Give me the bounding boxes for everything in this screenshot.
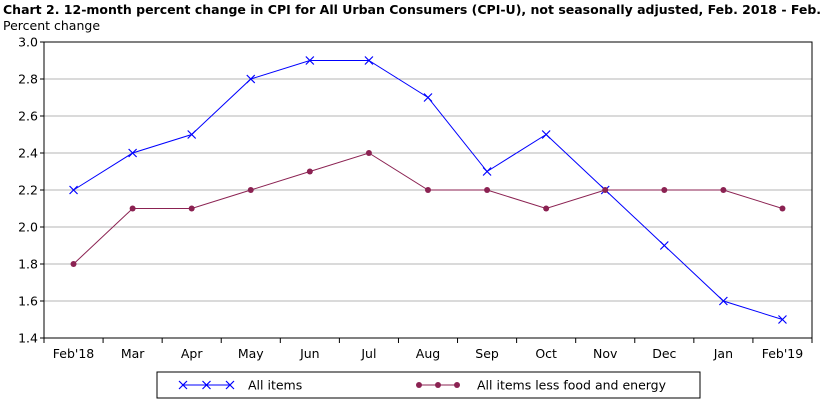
- y-axis-label: Percent change: [3, 18, 101, 33]
- x-tick-label: Aug: [416, 346, 440, 361]
- x-tick-label: Oct: [535, 346, 557, 361]
- legend-marker: [435, 382, 441, 388]
- legend-item-all-items-less-food-and-energy: All items less food and energy: [416, 378, 667, 393]
- data-point: [246, 74, 256, 84]
- data-point: [661, 187, 668, 193]
- data-point: [425, 187, 431, 193]
- y-tick-label: 1.4: [18, 331, 38, 346]
- data-point: [659, 241, 669, 250]
- legend-item-all-items: All items: [178, 378, 302, 393]
- y-axis-ticks: 1.4 1.6 1.8 2.0 2.2 2.4 2.6 2.8 3.0: [18, 35, 44, 346]
- legend-label: All items less food and energy: [477, 378, 667, 393]
- x-tick-label: Dec: [652, 346, 676, 361]
- y-tick-label: 3.0: [18, 35, 38, 50]
- legend-marker: [225, 380, 235, 390]
- data-point: [188, 205, 195, 212]
- data-series: [69, 56, 787, 324]
- y-tick-label: 2.8: [18, 72, 38, 87]
- plot-frame: [43, 41, 813, 339]
- series-line-all-items-less-food-and-energy: [73, 152, 783, 265]
- data-point: [720, 187, 727, 193]
- x-tick-label: Nov: [593, 346, 618, 361]
- x-axis-ticks: Feb'18 Mar Apr May Jun Jul Aug Sep Oct Nov Dec Jan F…: [43, 338, 813, 361]
- data-point: [482, 167, 492, 176]
- data-point: [247, 187, 254, 193]
- data-point: [129, 205, 136, 212]
- y-tick-label: 2.6: [18, 109, 38, 124]
- data-point: [364, 56, 374, 65]
- data-point: [365, 150, 372, 156]
- data-point: [187, 130, 197, 139]
- x-tick-label: Feb'19: [762, 346, 804, 361]
- x-tick-label: Jun: [299, 346, 320, 361]
- legend-marker: [178, 380, 188, 390]
- legend-marker: [454, 382, 460, 388]
- x-tick-label: Feb'18: [53, 346, 95, 361]
- data-point: [718, 296, 728, 306]
- data-point: [779, 205, 786, 212]
- data-point: [484, 187, 491, 193]
- y-tick-label: 1.8: [18, 257, 38, 272]
- legend-marker: [202, 380, 211, 390]
- series-all-items: [69, 56, 787, 324]
- y-tick-label: 1.6: [18, 294, 38, 309]
- x-tick-label: Mar: [121, 346, 145, 361]
- y-tick-label: 2.0: [18, 220, 38, 235]
- legend-label: All items: [248, 378, 302, 393]
- series-all-items-less-food-and-energy: [70, 150, 786, 267]
- data-point: [305, 56, 315, 65]
- data-point: [306, 168, 313, 175]
- legend: All items All items less food and energy: [156, 371, 701, 399]
- data-point: [70, 261, 77, 267]
- y-tick-label: 2.4: [18, 146, 38, 161]
- legend-marker: [416, 382, 422, 388]
- x-tick-label: Apr: [181, 346, 203, 361]
- data-point: [69, 185, 78, 195]
- data-point: [423, 93, 433, 102]
- x-tick-label: May: [238, 346, 264, 361]
- x-tick-label: Jul: [360, 346, 376, 361]
- data-point: [543, 205, 550, 212]
- data-point: [541, 130, 551, 139]
- data-point: [128, 148, 138, 158]
- chart-title: Chart 2. 12-month percent change in CPI …: [3, 2, 824, 17]
- y-tick-label: 2.2: [18, 183, 38, 198]
- data-point: [602, 187, 609, 193]
- data-point: [778, 315, 787, 324]
- x-tick-label: Sep: [475, 346, 499, 361]
- x-tick-label: Jan: [713, 346, 733, 361]
